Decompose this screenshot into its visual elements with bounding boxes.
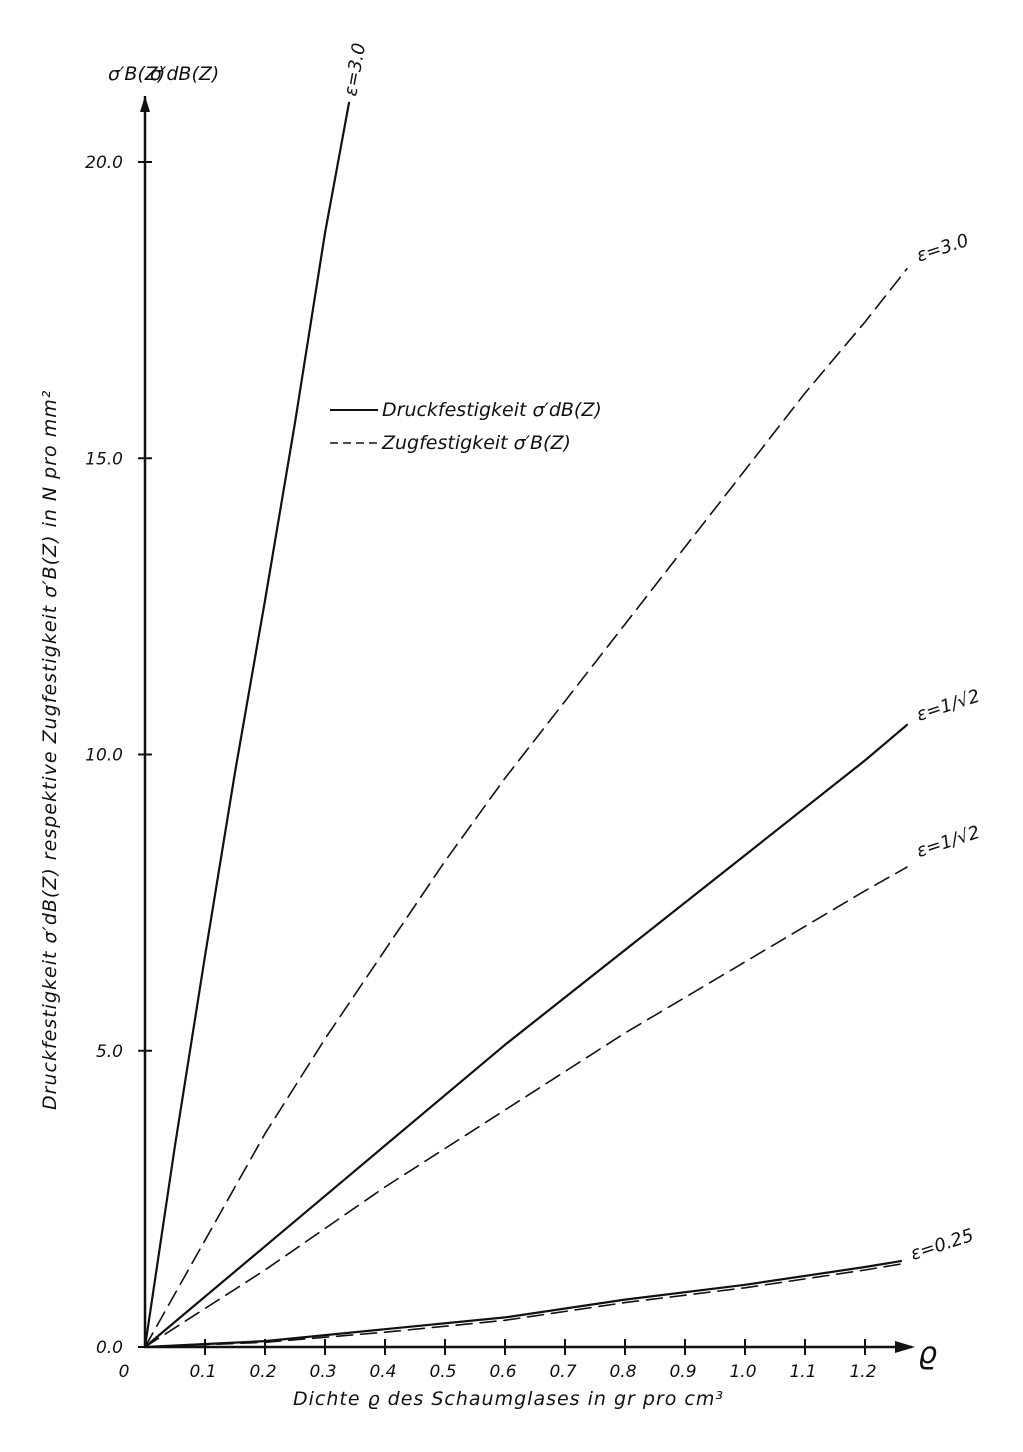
series-3-dashed-line — [144, 866, 908, 1348]
legend: Druckfestigkeit σ′dB(Z) Zugfestigkeit σ′B… — [330, 399, 602, 454]
y-tick-label: 20.0 — [85, 153, 123, 173]
axes — [140, 96, 915, 1353]
x-tick-label: 0.7 — [549, 1362, 576, 1382]
y-axis-title: Druckfestigkeit σ′dB(Z) respektive Zugfe… — [39, 390, 61, 1110]
x-axis-title: Dichte ϱ des Schaumglases in gr pro cm³ — [293, 1388, 724, 1410]
x-tick-label: 0.4 — [369, 1362, 396, 1382]
y-axis-symbol-compressive: σ′dB(Z) — [150, 63, 219, 85]
series — [143, 101, 909, 1349]
legend-entry-0: Druckfestigkeit σ′dB(Z) — [382, 399, 602, 421]
curve-label-2: ε=1/√2 — [914, 686, 983, 726]
legend-entry-1: Zugfestigkeit σ′B(Z) — [381, 432, 571, 454]
series-2-solid-line — [143, 723, 909, 1349]
x-tick-label: 0.9 — [669, 1362, 696, 1382]
y-axis-symbol-tensile: σ′B(Z) — [108, 63, 165, 85]
series-0-solid-line — [143, 101, 351, 1349]
curve-label-4: ε=0.25 — [908, 1225, 976, 1265]
curve-label-0: ε=3.0 — [340, 41, 370, 97]
x-tick-label: 0.3 — [309, 1362, 336, 1382]
x-tick-label: 0.2 — [249, 1362, 276, 1382]
x-tick-label: 1.0 — [729, 1362, 756, 1382]
y-tick-label: 0.0 — [96, 1338, 123, 1358]
series-5-dashed-line — [144, 1263, 902, 1348]
y-tick-label: 10.0 — [85, 746, 123, 766]
series-1-dashed-line — [144, 267, 908, 1348]
x-tick-label: 0.1 — [189, 1362, 216, 1382]
series-4-solid-line — [143, 1259, 903, 1349]
x-origin-label: 0 — [119, 1362, 130, 1382]
labels: ϱ σ′B(Z)σ′dB(Z) Dichte ϱ des Schaumglases … — [39, 41, 983, 1410]
x-tick-label: 0.8 — [609, 1362, 636, 1382]
x-tick-label: 1.1 — [789, 1362, 816, 1382]
x-axis-symbol: ϱ — [918, 1336, 937, 1371]
curve-label-1: ε=3.0 — [914, 230, 971, 266]
x-tick-label: 1.2 — [849, 1362, 876, 1382]
x-tick-label: 0.5 — [429, 1362, 456, 1382]
y-tick-label: 15.0 — [85, 449, 123, 469]
x-tick-label: 0.6 — [489, 1362, 516, 1382]
x-axis-arrow — [895, 1341, 915, 1353]
y-tick-label: 5.0 — [96, 1042, 123, 1062]
curve-label-3: ε=1/√2 — [914, 822, 983, 862]
ticks: 0.0 5.0 10.0 15.0 20.0 0.1 0.2 0.3 0.4 0.5 0.6 0.7 0… — [85, 153, 876, 1382]
